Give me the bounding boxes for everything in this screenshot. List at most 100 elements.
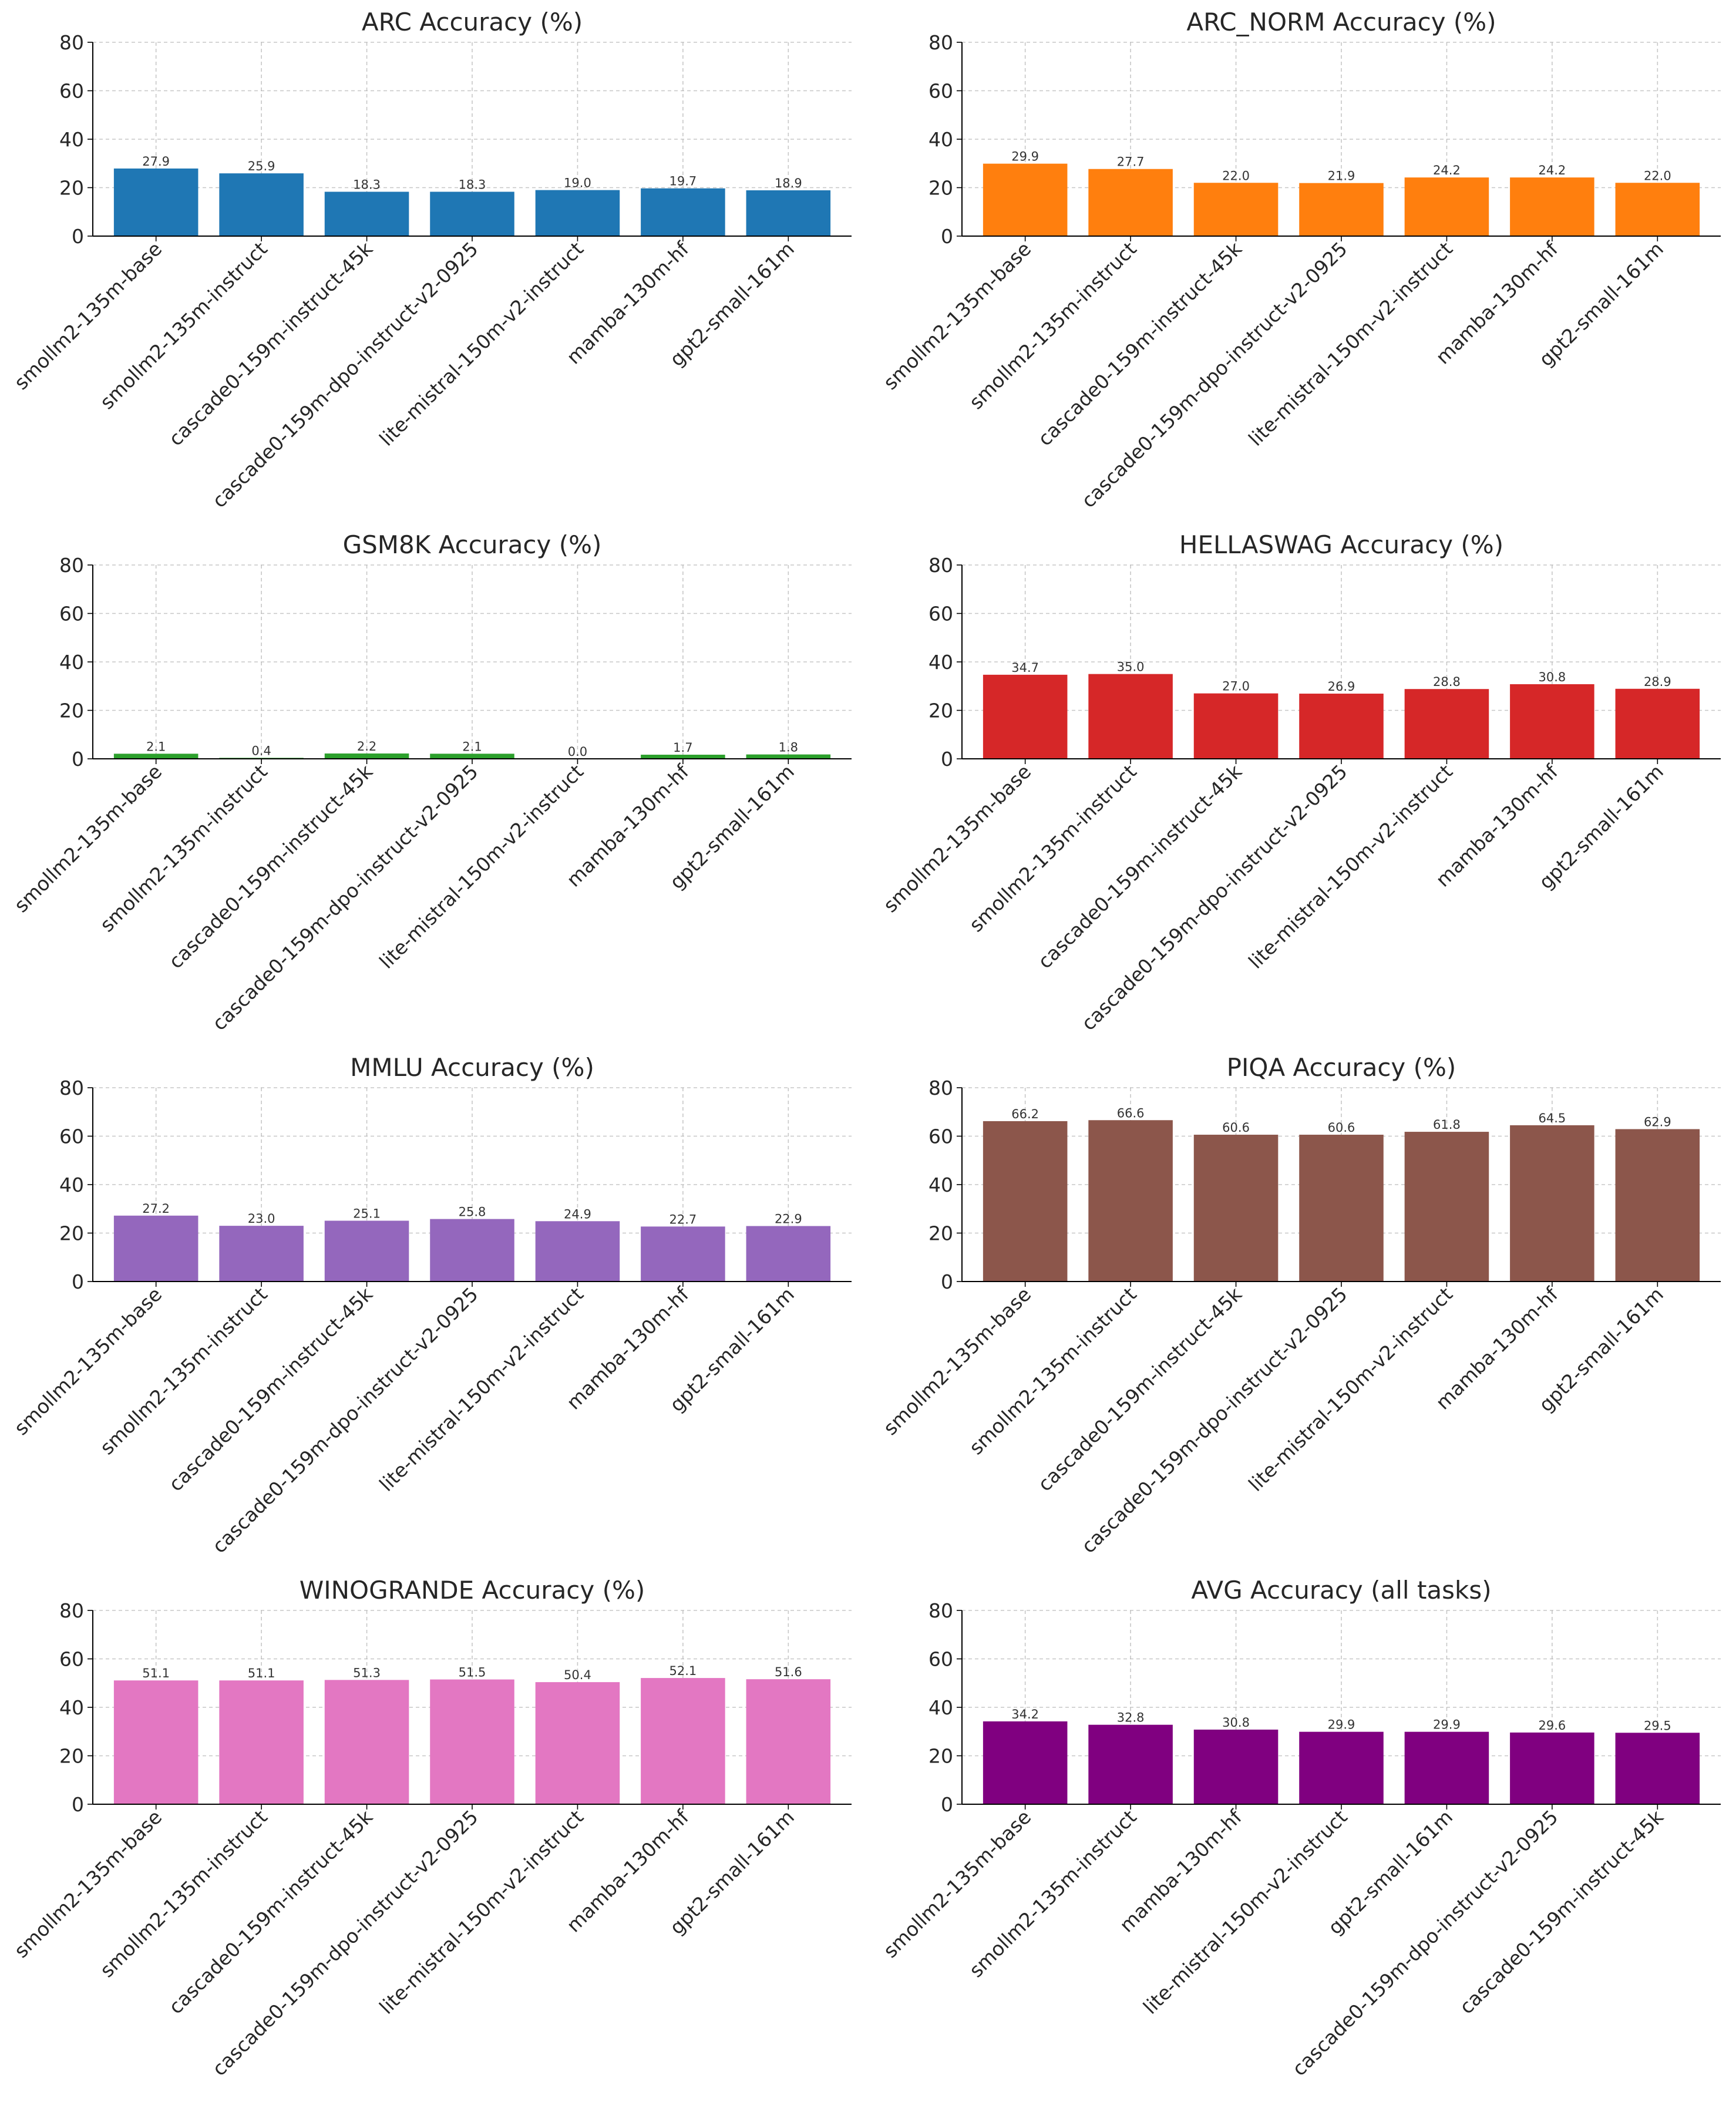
bar: [324, 1220, 409, 1282]
bar: [219, 1226, 304, 1282]
bar: [1299, 1731, 1384, 1804]
bar-value-label: 18.9: [775, 176, 802, 190]
y-tick-label: 0: [72, 225, 84, 248]
x-tick-label: smollm2-135m-instruct: [964, 1283, 1140, 1459]
chart-title: MMLU Accuracy (%): [350, 1053, 594, 1082]
bar-value-label: 22.0: [1644, 169, 1671, 183]
bar: [1510, 1125, 1594, 1282]
bar-value-label: 18.3: [459, 178, 486, 192]
bar: [1193, 1135, 1279, 1282]
bar-value-label: 30.8: [1222, 1716, 1250, 1730]
y-tick-label: 40: [59, 651, 84, 674]
bar: [535, 190, 620, 236]
bar: [535, 1682, 620, 1804]
y-tick-label: 80: [59, 1077, 84, 1099]
bar-value-label: 51.3: [353, 1666, 381, 1680]
bar: [535, 1221, 620, 1282]
x-tick-label: lite-mistral-150m-v2-instruct: [1139, 1805, 1352, 2019]
bar: [983, 163, 1068, 236]
bar-value-label: 51.6: [775, 1665, 802, 1679]
chart-title: ARC_NORM Accuracy (%): [1186, 8, 1496, 36]
bar-value-label: 61.8: [1433, 1118, 1461, 1132]
subplot-1: ARC Accuracy (%) 0 20 40 60 80 27.9 25.9 18.3 18.…: [9, 8, 852, 512]
bar: [1088, 1724, 1173, 1804]
bar-value-label: 25.1: [353, 1206, 381, 1220]
y-tick-label: 80: [928, 1599, 953, 1622]
y-tick-label: 20: [59, 177, 84, 200]
y-tick-label: 0: [72, 748, 84, 771]
bar-value-label: 26.9: [1328, 680, 1355, 694]
subplot-7: WINOGRANDE Accuracy (%) 0 20 40 60 80 51.1 51.1…: [9, 1576, 852, 2080]
subplot-3: GSM8K Accuracy (%) 0 20 40 60 80 2.1 0.4 2.2 2.1 0…: [9, 530, 852, 1035]
bar-value-label: 28.8: [1433, 675, 1461, 689]
bar: [430, 1679, 514, 1804]
y-tick-label: 0: [941, 1793, 953, 1816]
subplot-4: HELLASWAG Accuracy (%) 0 20 40 60 80 34.7 35.0 2…: [879, 530, 1721, 1035]
y-tick-label: 80: [928, 554, 953, 577]
subplot-5: MMLU Accuracy (%) 0 20 40 60 80 27.2 23.0 25.1 25…: [9, 1053, 852, 1558]
y-tick-label: 80: [59, 31, 84, 54]
bar-value-label: 1.8: [779, 741, 798, 755]
y-tick-label: 0: [941, 748, 953, 771]
bar-value-label: 25.9: [248, 159, 275, 173]
y-tick-label: 0: [72, 1793, 84, 1816]
y-tick-label: 40: [928, 1173, 953, 1196]
bar-value-label: 27.2: [142, 1202, 170, 1216]
bar-value-label: 66.6: [1117, 1106, 1145, 1120]
bar: [1615, 1129, 1700, 1282]
x-tick-label: lite-mistral-150m-v2-instruct: [375, 760, 588, 973]
bar: [1404, 1731, 1489, 1804]
bar-value-label: 28.9: [1644, 675, 1671, 689]
bar-value-label: 29.9: [1328, 1718, 1355, 1732]
y-tick-label: 40: [59, 128, 84, 151]
bar: [1510, 684, 1594, 759]
chart-title: AVG Accuracy (all tasks): [1191, 1576, 1491, 1605]
bar: [430, 754, 514, 759]
bar-value-label: 1.7: [673, 741, 692, 755]
y-tick-label: 60: [928, 80, 953, 103]
bar-value-label: 29.6: [1539, 1718, 1566, 1733]
y-tick-label: 60: [59, 1125, 84, 1148]
x-tick-label: lite-mistral-150m-v2-instruct: [1244, 237, 1457, 450]
y-tick-label: 20: [59, 699, 84, 722]
bar-value-label: 66.2: [1011, 1107, 1039, 1121]
bar: [746, 1679, 831, 1804]
x-tick-label: cascade0-159m-instruct-45k: [1034, 1282, 1247, 1495]
bar: [1510, 1732, 1594, 1804]
y-tick-label: 20: [928, 699, 953, 722]
bar: [219, 1680, 304, 1804]
bar-value-label: 29.9: [1011, 150, 1039, 164]
bar-value-label: 22.0: [1222, 169, 1250, 183]
bar: [1193, 183, 1279, 236]
bar-value-label: 34.7: [1011, 661, 1039, 675]
chart-title: WINOGRANDE Accuracy (%): [300, 1576, 645, 1605]
chart-title: PIQA Accuracy (%): [1227, 1053, 1456, 1082]
y-tick-label: 40: [928, 651, 953, 674]
chart-title: HELLASWAG Accuracy (%): [1179, 530, 1503, 559]
bar: [746, 1226, 831, 1282]
bar: [641, 1226, 725, 1282]
chart-title: GSM8K Accuracy (%): [343, 530, 602, 559]
x-tick-label: cascade0-159m-instruct-45k: [1034, 759, 1247, 973]
bar-value-label: 35.0: [1117, 660, 1145, 674]
bar-value-label: 32.8: [1117, 1711, 1145, 1725]
y-tick-label: 80: [928, 1077, 953, 1099]
bar: [430, 1219, 514, 1282]
bar: [641, 1678, 725, 1804]
bar: [113, 1215, 199, 1282]
x-tick-label: lite-mistral-150m-v2-instruct: [375, 237, 588, 450]
bar-value-label: 2.2: [357, 739, 376, 754]
bar-value-label: 2.1: [146, 739, 166, 754]
y-tick-label: 40: [59, 1696, 84, 1719]
x-tick-label: lite-mistral-150m-v2-instruct: [375, 1805, 588, 2019]
y-tick-label: 80: [928, 31, 953, 54]
y-tick-label: 80: [59, 554, 84, 577]
bar: [1299, 694, 1384, 759]
subplot-8: AVG Accuracy (all tasks) 0 20 40 60 80 34.2 32.…: [879, 1576, 1721, 2080]
bar-value-label: 27.0: [1222, 680, 1250, 694]
x-tick-label: smollm2-135m-instruct: [95, 1805, 271, 1982]
y-tick-label: 20: [59, 1222, 84, 1245]
bar: [1088, 1120, 1173, 1282]
y-tick-label: 0: [72, 1270, 84, 1293]
